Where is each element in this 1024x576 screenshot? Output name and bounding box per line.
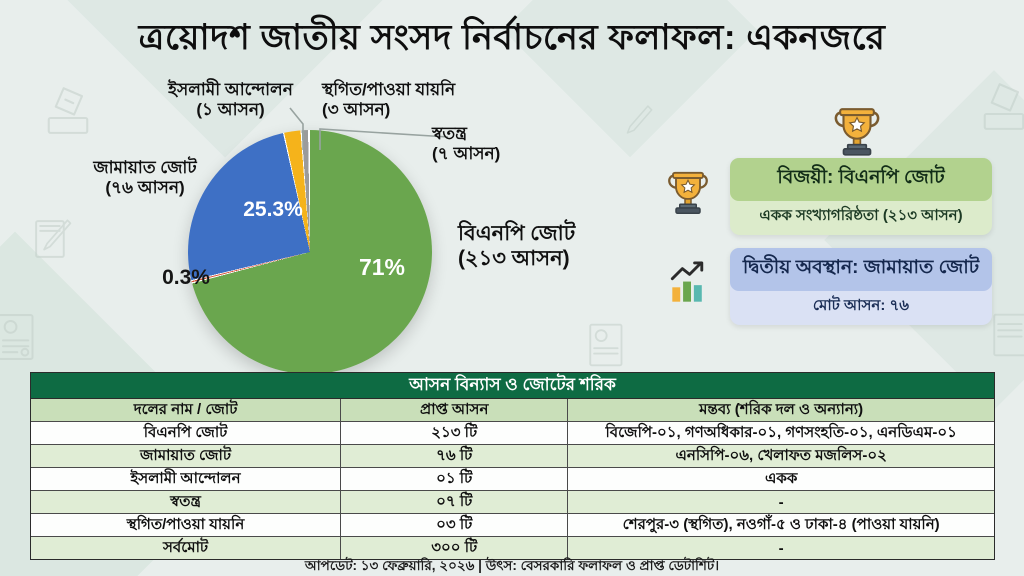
trophy-icon <box>834 107 880 157</box>
results-table: আসন বিন্যাস ও জোটের শরিক দলের নাম / জোট … <box>30 372 995 560</box>
pie-label-text: স্বতন্ত্র <box>432 124 467 143</box>
winner-card-title: বিজয়ী: বিএনপি জোট <box>730 158 992 201</box>
pie-label-seats: (৭৬ আসন) <box>105 178 185 198</box>
cell-seats: ০১ টি <box>341 468 569 491</box>
pie-label-bnp: বিএনপি জোট (২১৩ আসন) <box>458 222 628 272</box>
cell-party: ইসলামী আন্দোলন <box>31 468 342 491</box>
pie-label-suspended: স্থগিত/পাওয়া যায়নি (৩ আসন) <box>322 80 482 120</box>
pencil-note-watermark-icon <box>35 219 72 258</box>
pie-label-text: বিএনপি জোট <box>458 222 576 245</box>
cell-seats: ০৩ টি <box>341 514 569 537</box>
pie-label-islami-andolon: ইসলামী আন্দোলন (১ আসন) <box>128 80 333 120</box>
table-header-row: দলের নাম / জোট প্রাপ্ত আসন মন্তব্য (শরিক… <box>31 399 994 422</box>
table-row: স্থগিত/পাওয়া যায়নি ০৩ টি শেরপুর-৩ (স্থ… <box>31 514 994 537</box>
cell-comment: - <box>568 491 994 514</box>
cell-comment: শেরপুর-৩ (স্থগিত), নওগাঁ-৫ ও ঢাকা-৪ (পাও… <box>568 514 994 537</box>
cell-comment: - <box>568 537 994 559</box>
cell-comment: এনসিপি-০৬, খেলাফত মজলিস-০২ <box>568 445 994 468</box>
table-row-total: সর্বমোট ৩০০ টি - <box>31 537 994 559</box>
cell-party: স্থগিত/পাওয়া যায়নি <box>31 514 342 537</box>
pie-label-text: জামায়াত জোট <box>93 158 197 177</box>
column-header-seats: প্রাপ্ত আসন <box>341 399 569 422</box>
pie-label-seats: (২১৩ আসন) <box>458 246 570 270</box>
cell-seats: ৩০০ টি <box>341 537 569 559</box>
pencil-watermark-icon <box>626 105 653 134</box>
ballot-box-watermark-icon <box>983 83 1024 130</box>
trophy-icon <box>668 171 708 215</box>
document-watermark-icon <box>993 313 1024 357</box>
growth-chart-icon <box>670 261 704 304</box>
column-header-comment: মন্তব্য (শরিক দল ও অন্যান্য) <box>568 399 994 422</box>
pie-chart <box>188 130 432 374</box>
pie-label-seats: (৩ আসন) <box>322 100 391 120</box>
update-source-note: আপডেট: ১৩ ফেব্রুয়ারি, ২০২৬ | উৎস: বেসরক… <box>304 558 720 573</box>
cell-seats: ০৭ টি <box>341 491 569 514</box>
column-header-party: দলের নাম / জোট <box>31 399 342 422</box>
pie-label-seats: (৭ আসন) <box>432 144 501 164</box>
cell-party: সর্বমোট <box>31 537 342 559</box>
certificate-watermark-icon <box>589 323 623 367</box>
cell-party: জামায়াত জোট <box>31 445 342 468</box>
pie-label-text: ইসলামী আন্দোলন <box>168 80 293 99</box>
table-row: জামায়াত জোট ৭৬ টি এনসিপি-০৬, খেলাফত মজল… <box>31 445 994 468</box>
pie-label-text: স্থগিত/পাওয়া যায়নি <box>322 80 456 99</box>
page-title: ত্রয়োদশ জাতীয় সংসদ নির্বাচনের ফলাফল: এ… <box>138 18 886 57</box>
pie-label-independent: স্বতন্ত্র (৭ আসন) <box>432 124 552 164</box>
winner-card-subtitle: একক সংখ্যাগরিষ্ঠতা (২১৩ আসন) <box>759 207 963 224</box>
cell-seats: ২১৩ টি <box>341 422 569 445</box>
pie-percent-islami: 0.3% <box>162 266 210 289</box>
table-title: আসন বিন্যাস ও জোটের শরিক <box>31 373 994 399</box>
cell-party: স্বতন্ত্র <box>31 491 342 514</box>
pie-percent-bnp: 71% <box>358 254 406 280</box>
cell-comment: বিজেপি-০১, গণঅধিকার-০১, গণসংহতি-০১, এনডি… <box>568 422 994 445</box>
certificate-watermark-icon <box>0 314 34 360</box>
table-row: ইসলামী আন্দোলন ০১ টি একক <box>31 468 994 491</box>
cell-seats: ৭৬ টি <box>341 445 569 468</box>
ballot-box-watermark-icon <box>47 87 89 134</box>
pie-percent-jamaat: 25.3% <box>243 198 303 221</box>
pie-label-seats: (১ আসন) <box>196 100 265 120</box>
second-place-card-subtitle: মোট আসন: ৭৬ <box>812 297 910 314</box>
winner-card: বিজয়ী: বিএনপি জোট একক সংখ্যাগরিষ্ঠতা (২… <box>730 158 992 235</box>
cell-comment: একক <box>568 468 994 491</box>
table-row: বিএনপি জোট ২১৩ টি বিজেপি-০১, গণঅধিকার-০১… <box>31 422 994 445</box>
second-place-card-title: দ্বিতীয় অবস্থান: জামায়াত জোট <box>730 248 992 291</box>
pie-label-jamaat: জামায়াত জোট (৭৬ আসন) <box>55 158 235 198</box>
cell-party: বিএনপি জোট <box>31 422 342 445</box>
table-row: স্বতন্ত্র ০৭ টি - <box>31 491 994 514</box>
second-place-card: দ্বিতীয় অবস্থান: জামায়াত জোট মোট আসন: … <box>730 248 992 325</box>
